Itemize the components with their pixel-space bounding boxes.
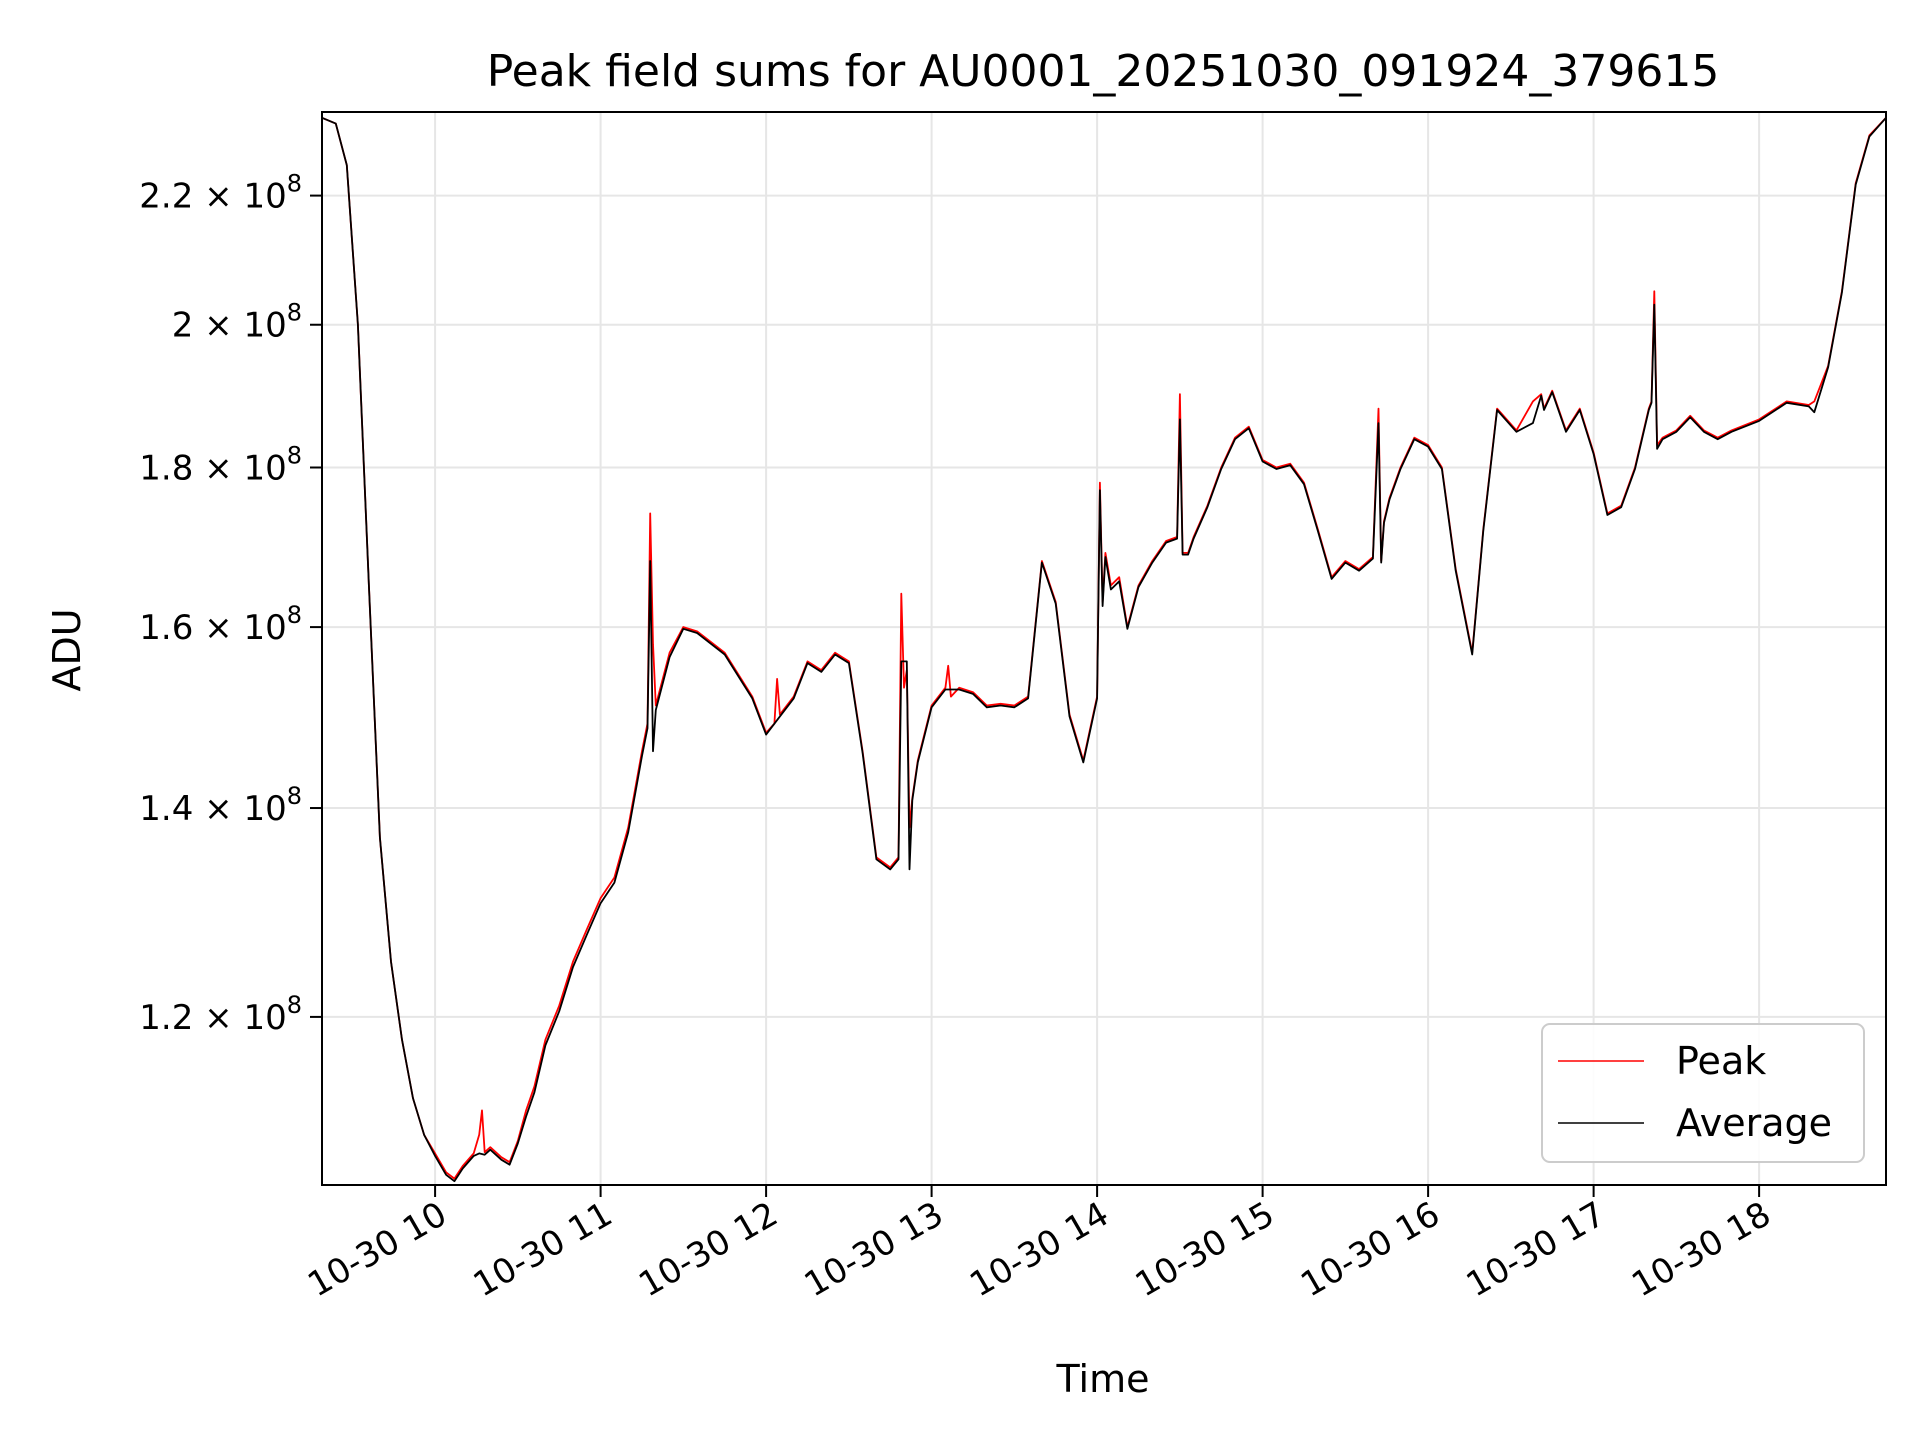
chart-title: Peak field sums for AU0001_20251030_0919… [487,46,1720,97]
series-layer [322,116,1886,1183]
y-tick-label: 1.4 × 108 [139,782,302,829]
y-tick-label: 1.8 × 108 [139,442,302,489]
y-axis-label: ADU [45,608,89,691]
y-tick-label: 1.2 × 108 [139,991,302,1038]
legend-label-peak: Peak [1676,1039,1766,1083]
y-axis: 1.2 × 108 1.4 × 108 1.6 × 108 1.8 × 108 2 × … [139,170,322,1038]
y-tick-label: 2.2 × 108 [139,170,302,217]
plot-frame [321,111,1887,1186]
series-line-average [322,116,1886,1183]
legend: Peak Average [1541,1023,1865,1163]
x-axis-label: Time [1056,1357,1150,1401]
legend-label-average: Average [1676,1101,1832,1145]
y-tick-label: 2 × 108 [172,299,302,346]
y-tick-label: 1.6 × 108 [139,601,302,648]
legend-box [1541,1023,1865,1163]
